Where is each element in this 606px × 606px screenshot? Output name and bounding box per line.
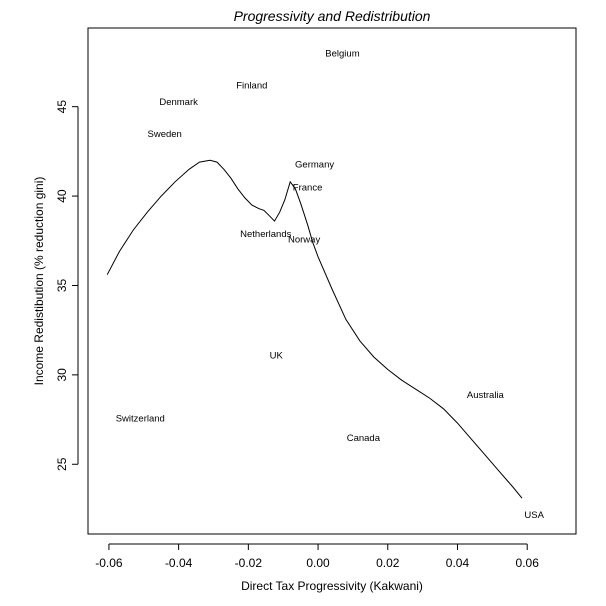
smooth-fit-line — [106, 159, 523, 499]
country-labels: Belgium Finland Denmark Sweden Germany France… — [116, 49, 545, 521]
country-label-netherlands: Netherlands — [240, 229, 291, 240]
x-tick-label: 0.02 — [376, 556, 400, 570]
x-tick-label: -0.02 — [235, 556, 263, 570]
country-label-norway: Norway — [288, 234, 320, 245]
x-axis: -0.06 -0.04 -0.02 0.00 0.02 0.04 0.06 — [95, 543, 540, 570]
country-label-uk: UK — [270, 351, 284, 362]
country-label-denmark: Denmark — [159, 97, 198, 108]
y-tick-label: 35 — [55, 278, 69, 292]
country-label-switzerland: Switzerland — [116, 413, 165, 424]
country-label-belgium: Belgium — [325, 49, 359, 60]
country-label-canada: Canada — [347, 433, 381, 444]
x-tick-label: 0.04 — [446, 556, 470, 570]
y-axis: 25 30 35 40 45 — [55, 100, 79, 471]
y-axis-title: Income Redistibution (% reduction gini) — [32, 177, 46, 386]
chart-title: Progressivity and Redistribution — [234, 8, 431, 24]
country-label-australia: Australia — [467, 390, 505, 401]
country-label-finland: Finland — [236, 81, 267, 92]
x-tick-label: -0.04 — [165, 556, 193, 570]
y-tick-label: 45 — [55, 100, 69, 114]
y-tick-label: 40 — [55, 189, 69, 203]
plot-frame — [87, 27, 577, 535]
y-tick-label: 30 — [55, 368, 69, 382]
country-label-germany: Germany — [295, 159, 334, 170]
y-tick-label: 25 — [55, 457, 69, 471]
country-label-sweden: Sweden — [148, 129, 182, 140]
x-tick-label: 0.06 — [516, 556, 540, 570]
country-label-france: France — [293, 183, 323, 194]
country-label-usa: USA — [524, 510, 544, 521]
x-axis-title: Direct Tax Progressivity (Kakwani) — [241, 579, 423, 593]
x-tick-label: -0.06 — [95, 556, 123, 570]
x-tick-label: 0.00 — [306, 556, 330, 570]
